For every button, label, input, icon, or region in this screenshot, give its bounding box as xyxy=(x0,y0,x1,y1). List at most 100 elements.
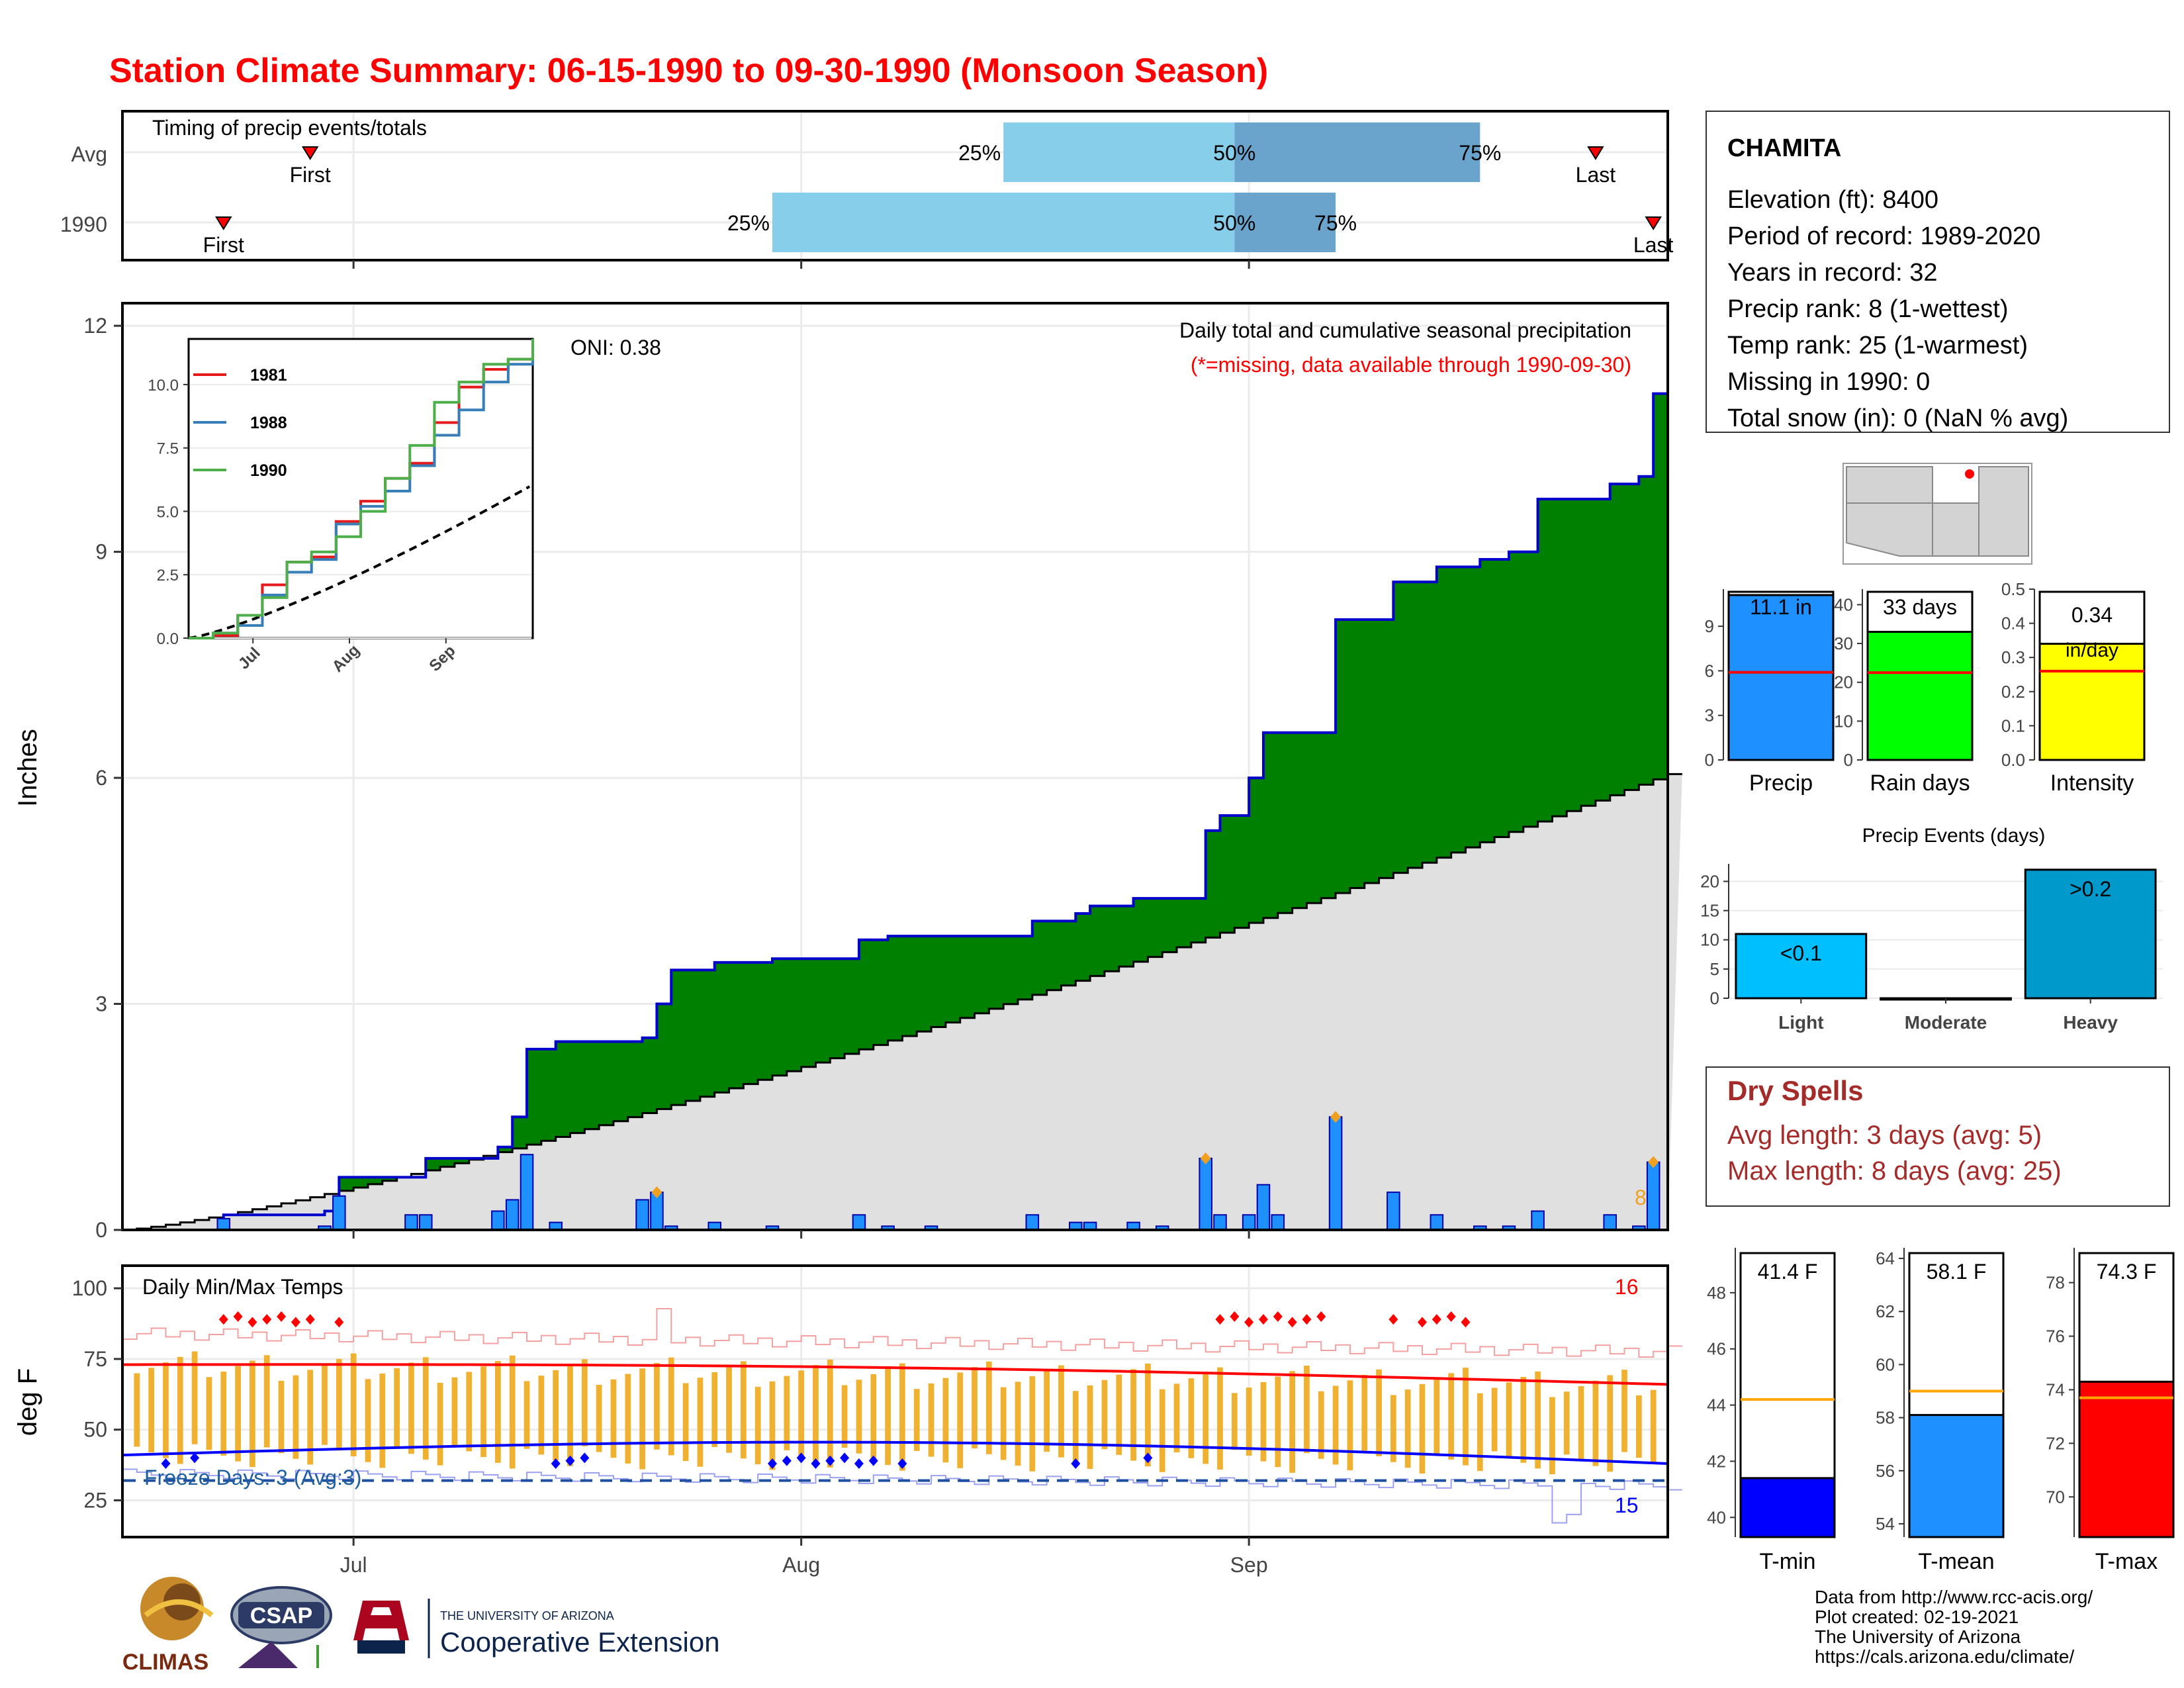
daily-temp-bar xyxy=(509,1355,516,1469)
cold-day-marker xyxy=(190,1452,200,1464)
cold-day-marker xyxy=(768,1458,778,1469)
events-title: Precip Events (days) xyxy=(1862,825,2046,847)
hot-day-marker xyxy=(1418,1317,1428,1328)
temp-count-low: 15 xyxy=(1615,1493,1639,1517)
daily-temp-bar xyxy=(928,1383,934,1457)
summary-ytick-label: 0.2 xyxy=(2001,682,2025,702)
daily-temp-bar xyxy=(567,1364,573,1466)
events-category-label: Heavy xyxy=(2063,1012,2118,1033)
summary-value-label: 0.34 xyxy=(2071,603,2113,627)
cumulative-avg-area xyxy=(122,774,1682,1230)
daily-precip-bar xyxy=(1646,1161,1661,1231)
hot-day-marker xyxy=(305,1314,315,1325)
precip-ylabel: Inches xyxy=(13,729,42,807)
daily-temp-bar xyxy=(1463,1368,1469,1466)
hot-day-marker xyxy=(248,1317,257,1328)
daily-temp-bar xyxy=(1217,1367,1223,1470)
dry-spells-box: Dry Spells Avg length: 3 days (avg: 5) M… xyxy=(1706,1066,2170,1207)
events-bar-light xyxy=(1735,933,1868,1000)
csap-logo: CSAP xyxy=(230,1586,332,1668)
daily-temp-bar xyxy=(220,1371,227,1456)
daily-precip-bar xyxy=(1025,1214,1040,1231)
station-location-dot xyxy=(1965,469,1974,479)
daily-temp-bar xyxy=(1607,1375,1614,1472)
daily-temp-bar xyxy=(1621,1370,1627,1452)
daily-temp-bar xyxy=(625,1374,631,1464)
hot-day-marker xyxy=(1446,1311,1456,1322)
hot-day-marker xyxy=(1316,1311,1326,1322)
inset-ytick-label: 7.5 xyxy=(157,440,179,458)
inset-legend-label: 1981 xyxy=(250,366,287,385)
daily-temp-bar xyxy=(1275,1376,1281,1468)
daily-temp-bar xyxy=(1130,1369,1136,1461)
daily-temp-bar xyxy=(1260,1382,1267,1462)
daily-precip-marker xyxy=(1330,1111,1342,1123)
daily-precip-marker xyxy=(1200,1152,1211,1164)
inset-ytick-label: 2.5 xyxy=(157,567,179,585)
daily-temp-bar xyxy=(523,1381,530,1449)
timing-p75-label: 75% xyxy=(1459,141,1501,165)
summary-ytick-label: 0 xyxy=(1705,750,1714,770)
avg-tmin-line xyxy=(122,1440,1668,1465)
daily-temp-bar xyxy=(466,1372,473,1452)
ua-big-text: Cooperative Extension xyxy=(440,1626,720,1658)
daily-temp-bar xyxy=(538,1376,545,1455)
daily-temp-bar xyxy=(1376,1369,1382,1457)
temp-summary-ytick-label: 76 xyxy=(2046,1327,2065,1346)
temp-ytick-label: 75 xyxy=(83,1347,107,1371)
cold-day-marker xyxy=(854,1458,864,1469)
daily-temp-bar xyxy=(1347,1380,1353,1471)
summary-value-label: 11.1 in xyxy=(1750,595,1812,619)
daily-temp-bar xyxy=(235,1366,241,1462)
hot-day-marker xyxy=(334,1317,344,1328)
temp-xtick-label: Sep xyxy=(1230,1553,1268,1577)
hot-day-marker xyxy=(262,1314,272,1325)
temp-summary-bars: 40 42 44 46 48 41.4 F T-min 54 56 58 60 62 64 58.1 F T… xyxy=(1707,1248,2175,1574)
precip-ytick-label: 6 xyxy=(95,766,107,790)
daily-temp-bar xyxy=(177,1356,183,1464)
station-info-box: CHAMITA Elevation (ft): 8400 Period of re… xyxy=(1706,111,2170,433)
hot-day-marker xyxy=(218,1314,228,1325)
temp-summary-ytick-label: 48 xyxy=(1707,1283,1726,1303)
daily-precip-bar xyxy=(635,1199,649,1231)
daily-temp-bar xyxy=(654,1363,660,1450)
daily-temp-bar xyxy=(307,1370,314,1465)
credit-line: Data from http://www.rcc-acis.org/ xyxy=(1815,1587,2093,1607)
missing-note: (*=missing, data available through 1990-… xyxy=(1191,353,1631,377)
summary-ytick-label: 40 xyxy=(1834,594,1853,614)
summary-bars: 0 3 6 9 11.1 in Precip 0 10 20 30 40 33 days Rain da… xyxy=(1705,579,2146,796)
daily-temp-bar xyxy=(1159,1389,1165,1472)
daily-temp-bar xyxy=(697,1378,704,1467)
timing-marker-label: First xyxy=(290,163,331,187)
daily-temp-bar xyxy=(899,1363,905,1471)
daily-temp-bar xyxy=(206,1377,212,1450)
dry-spells-title: Dry Spells xyxy=(1727,1075,1863,1106)
station-info-line: Missing in 1990: 0 xyxy=(1727,368,1930,396)
timing-p50-label: 50% xyxy=(1213,141,1255,165)
temp-ytick-label: 25 xyxy=(83,1488,107,1512)
daily-precip-bar xyxy=(1213,1214,1227,1231)
temp-summary-bar-1 xyxy=(1908,1414,2005,1538)
daily-temp-bar xyxy=(1578,1385,1584,1460)
temp-ylabel: deg F xyxy=(13,1368,42,1436)
daily-temp-bar xyxy=(1477,1393,1483,1472)
daily-precip-bar xyxy=(1242,1214,1256,1231)
temp-summary-ytick-label: 42 xyxy=(1707,1451,1726,1471)
timing-bar-q2 xyxy=(1234,193,1336,252)
timing-bar-q1 xyxy=(1003,122,1235,182)
cold-day-marker xyxy=(161,1458,171,1469)
daily-temp-bar xyxy=(336,1358,342,1451)
ua-logo: THE UNIVERSITY OF ARIZONA Cooperative Ex… xyxy=(353,1599,720,1658)
temp-xtick-label: Jul xyxy=(340,1553,367,1577)
summary-bar-label: Precip xyxy=(1749,771,1813,796)
daily-precip-bar xyxy=(404,1214,418,1231)
daily-precip-bar xyxy=(1387,1192,1400,1231)
summary-ytick-label: 6 xyxy=(1705,661,1714,680)
daily-temp-bar xyxy=(1563,1391,1570,1455)
daily-precip-bar xyxy=(418,1214,433,1231)
daily-temp-bar xyxy=(1361,1374,1368,1451)
credits: Data from http://www.rcc-acis.org/Plot c… xyxy=(1815,1587,2093,1667)
temp-summary-bar-2 xyxy=(2078,1380,2175,1538)
temp-ytick-label: 50 xyxy=(83,1418,107,1442)
